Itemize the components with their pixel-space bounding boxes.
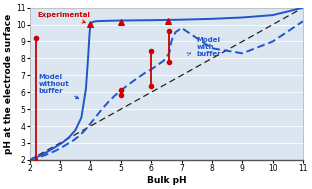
Point	[88, 22, 93, 25]
Point	[33, 158, 38, 161]
Text: Model
with
buffer: Model with buffer	[187, 36, 222, 57]
Point	[33, 37, 38, 40]
Point	[165, 19, 170, 22]
Text: Model
without
buffer: Model without buffer	[39, 74, 79, 99]
Point	[118, 21, 123, 24]
Point	[167, 60, 172, 63]
Point	[167, 30, 172, 33]
Point	[118, 88, 123, 91]
Y-axis label: pH at the electrode surface: pH at the electrode surface	[4, 14, 13, 154]
Text: Experimental: Experimental	[37, 12, 90, 23]
Point	[118, 93, 123, 96]
X-axis label: Bulk pH: Bulk pH	[147, 176, 186, 185]
Point	[149, 85, 154, 88]
Point	[149, 50, 154, 53]
